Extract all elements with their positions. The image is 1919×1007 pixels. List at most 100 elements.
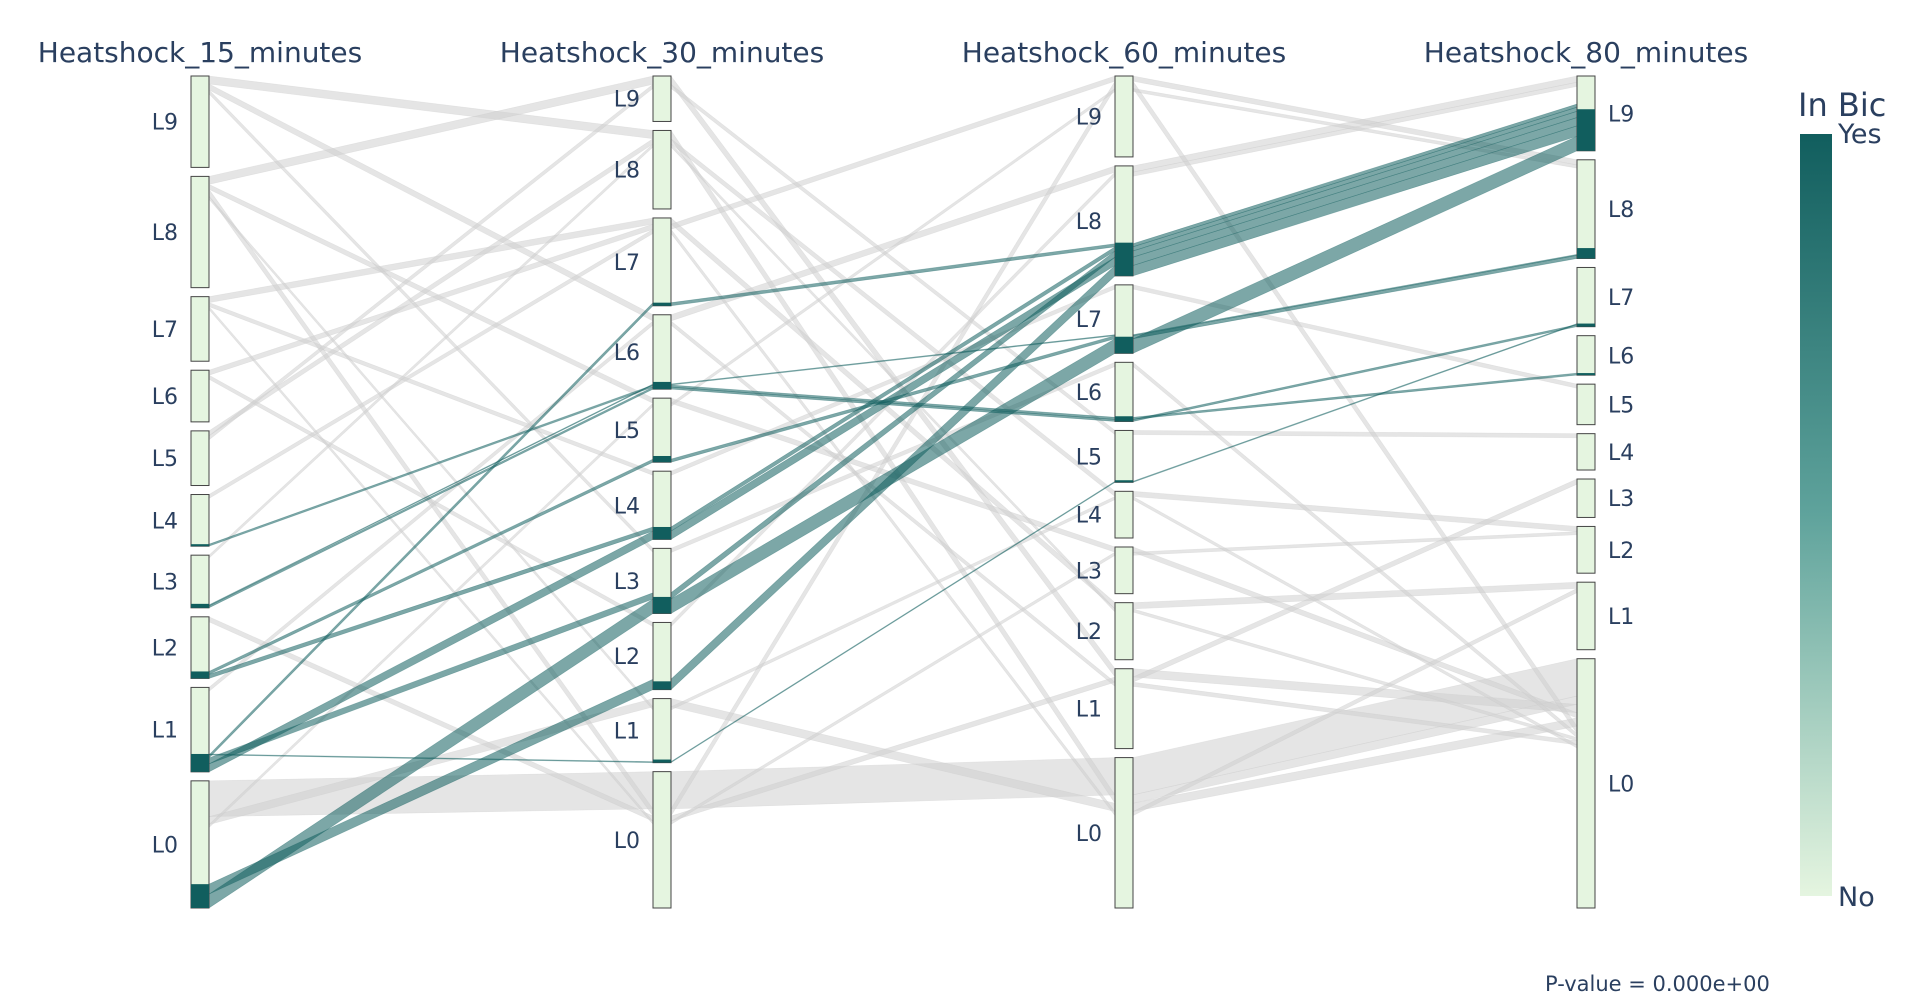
category-label-l9-axis1: L9 [152, 111, 178, 136]
in-bic-segment-l6-axis2 [653, 381, 671, 390]
ribbon-L6-L2-L8-L9-seg0 [208, 374, 654, 628]
category-label-l3-axis2: L3 [614, 570, 640, 595]
category-bar-l9-axis3[interactable] [1114, 75, 1134, 158]
category-bar-l1-axis3[interactable] [1114, 668, 1134, 750]
category-label-l7-axis2: L7 [614, 251, 640, 276]
category-bar-l2-axis1[interactable] [190, 616, 210, 679]
category-bar-l6-axis2[interactable] [652, 314, 672, 390]
ribbon-L1-L6-L1-L0-seg0 [208, 320, 654, 693]
axis-title-4: Heatshock_80_minutes [1424, 36, 1748, 69]
category-label-l4-axis2: L4 [614, 494, 640, 519]
ribbon-L4-L7-L0-L1-seg0 [208, 228, 654, 500]
category-bar-l4-axis3[interactable] [1114, 490, 1134, 539]
ribbon-L4-L6-L6-L6-seg0 [208, 384, 654, 547]
category-bar-l9-axis1[interactable] [190, 75, 210, 168]
category-bar-l1-axis2[interactable] [652, 698, 672, 764]
category-label-l9-axis3: L9 [1076, 105, 1102, 130]
category-bar-l4-axis1[interactable] [190, 494, 210, 547]
ribbon-L0-L2-L8-L9-seg2 [1132, 125, 1578, 277]
category-bar-l6-axis3[interactable] [1114, 361, 1134, 422]
in-bic-segment-l7-axis2 [653, 302, 671, 306]
category-bar-l7-axis2[interactable] [652, 217, 672, 307]
category-bar-l7-axis4[interactable] [1576, 266, 1596, 328]
category-bar-l5-axis1[interactable] [190, 430, 210, 487]
axis-title-1: Heatshock_15_minutes [38, 36, 362, 69]
category-label-l7-axis3: L7 [1076, 308, 1102, 333]
in-bic-segment-l2-axis2 [653, 681, 671, 690]
category-bar-l3-axis3[interactable] [1114, 546, 1134, 595]
in-bic-segment-l3-axis1 [191, 603, 209, 608]
category-bar-l3-axis1[interactable] [190, 554, 210, 609]
category-bar-l5-axis3[interactable] [1114, 429, 1134, 483]
colorbar-gradient [1800, 134, 1832, 896]
category-label-l8-axis3: L8 [1076, 210, 1102, 235]
ribbon-L9-L3-L6-L0-seg0 [208, 89, 654, 554]
category-bar-l7-axis1[interactable] [190, 296, 210, 362]
category-label-l0-axis3: L0 [1076, 822, 1102, 847]
colorbar: In Bic Yes No [1798, 86, 1886, 913]
category-label-l5-axis1: L5 [152, 447, 178, 472]
category-bar-l9-axis2[interactable] [652, 75, 672, 122]
category-label-l1-axis1: L1 [152, 719, 178, 744]
in-bic-segment-l8-axis3 [1115, 242, 1133, 276]
in-bic-segment-l2-axis1 [191, 671, 209, 679]
category-bar-l4-axis4[interactable] [1576, 433, 1596, 471]
category-label-l2-axis3: L2 [1076, 620, 1102, 645]
category-bar-l6-axis4[interactable] [1576, 335, 1596, 376]
p-value-annotation: P-value = 0.000e+00 [1545, 972, 1770, 996]
ribbon-L8-L1-L4-L0-seg1 [670, 496, 1116, 711]
ribbon-L3-L6-L7-L8-seg2 [1132, 253, 1578, 337]
category-label-l0-axis4: L0 [1608, 772, 1634, 797]
ribbon-L7-L7-L2-L1-seg2 [1132, 581, 1578, 610]
category-label-l6-axis1: L6 [152, 385, 178, 410]
category-label-l1-axis2: L1 [614, 720, 640, 745]
category-bar-l0-axis3[interactable] [1114, 757, 1134, 909]
category-bar-l8-axis2[interactable] [652, 129, 672, 210]
category-label-l4-axis3: L4 [1076, 504, 1102, 529]
category-label-l8-axis1: L8 [152, 221, 178, 246]
in-bic-segment-l8-axis4 [1577, 248, 1595, 259]
category-bar-l5-axis4[interactable] [1576, 383, 1596, 426]
in-bic-segment-l4-axis1 [191, 544, 209, 547]
ribbon-L1-L7-L8-L9-seg0 [208, 301, 654, 759]
category-label-l0-axis2: L0 [614, 829, 640, 854]
ribbons-layer [208, 75, 1578, 909]
category-bar-l2-axis2[interactable] [652, 621, 672, 691]
category-label-l9-axis2: L9 [614, 88, 640, 113]
ribbon-L1-L1-L5-L7-seg2 [1132, 323, 1578, 483]
category-bar-l6-axis1[interactable] [190, 369, 210, 423]
category-bar-l3-axis4[interactable] [1576, 478, 1596, 518]
category-label-l8-axis4: L8 [1608, 198, 1634, 223]
colorbar-title: In Bic [1798, 86, 1886, 124]
ribbon-L2-L5-L7-L8-seg2 [1132, 254, 1578, 340]
in-bic-segment-l4-axis2 [653, 526, 671, 540]
ribbon-L5-L9-L5-L4-seg2 [1132, 430, 1578, 439]
category-label-l7-axis4: L7 [1608, 286, 1634, 311]
in-bic-segment-l1-axis2 [653, 759, 671, 763]
in-bic-segment-l5-axis2 [653, 455, 671, 463]
category-label-l3-axis4: L3 [1608, 487, 1634, 512]
category-label-l4-axis4: L4 [1608, 441, 1634, 466]
colorbar-tick-yes: Yes [1837, 119, 1882, 150]
category-label-l4-axis1: L4 [152, 509, 178, 534]
category-label-l3-axis3: L3 [1076, 559, 1102, 584]
ribbon-L0-L2-L8-L9-seg1 [670, 264, 1116, 691]
category-bar-l2-axis3[interactable] [1114, 602, 1134, 661]
in-bic-segment-l1-axis1 [191, 753, 209, 772]
ribbon-L4-L6-L6-L6-seg2 [1132, 372, 1578, 420]
category-bar-l5-axis2[interactable] [652, 397, 672, 463]
labels-layer: L0 L1 L2 L3 L4 L5 L6 L7 L8 L9 Heatshock_15_minutes… [38, 36, 1748, 858]
category-bar-l8-axis1[interactable] [190, 175, 210, 289]
category-bar-l8-axis4[interactable] [1576, 159, 1596, 259]
category-label-l8-axis2: L8 [614, 159, 640, 184]
in-bic-segment-l6-axis3 [1115, 416, 1133, 422]
category-bar-l1-axis4[interactable] [1576, 581, 1596, 651]
in-bic-segment-l0-axis1 [191, 884, 209, 908]
axis-title-2: Heatshock_30_minutes [500, 36, 824, 69]
category-bar-l0-axis2[interactable] [652, 771, 672, 909]
category-label-l0-axis1: L0 [152, 833, 178, 858]
category-bar-l2-axis4[interactable] [1576, 525, 1596, 574]
category-bar-l0-axis4[interactable] [1576, 658, 1596, 909]
in-bic-segment-l7-axis4 [1577, 323, 1595, 327]
